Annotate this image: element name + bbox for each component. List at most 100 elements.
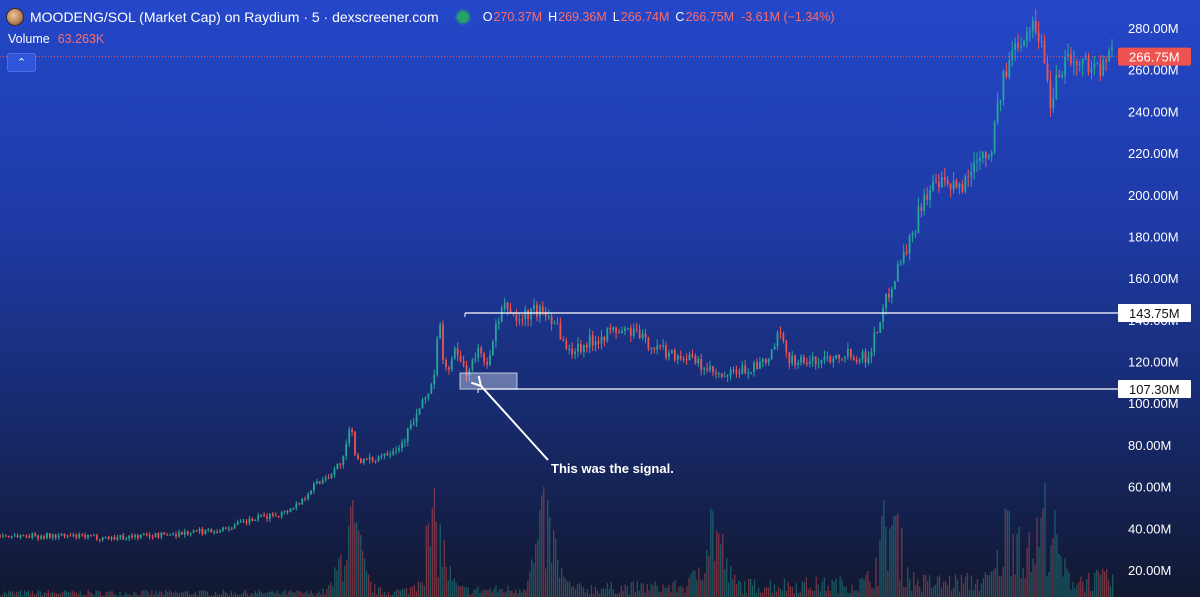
volume-bar (507, 585, 509, 597)
level-price-label: 107.30M (1129, 382, 1180, 397)
volume-bar (700, 579, 702, 597)
candle-body (603, 336, 606, 341)
candle-body (283, 510, 286, 512)
candle-body (500, 308, 503, 322)
volume-bar (8, 591, 10, 597)
volume-bar (91, 593, 93, 597)
candle-body (219, 530, 221, 533)
volume-bar (746, 593, 748, 597)
candle-body (10, 536, 13, 538)
collapse-legend-button[interactable]: ⌃ (7, 53, 36, 72)
volume-bar (853, 590, 855, 597)
volume-bar (1106, 568, 1108, 597)
volume-bar (431, 507, 433, 597)
candle-body (982, 152, 984, 158)
volume-bar (61, 592, 63, 597)
volume-bar (87, 589, 89, 597)
volume-bar (71, 590, 73, 597)
volume-bar (692, 570, 694, 597)
volume-bar (672, 582, 674, 597)
candle-body (386, 453, 389, 455)
candle-body (1081, 59, 1084, 65)
volume-bar (149, 594, 151, 597)
candle-body (885, 293, 887, 309)
volume-bar (1098, 572, 1100, 597)
volume-bar (77, 593, 79, 597)
volume-bar (763, 587, 766, 597)
volume-bar (954, 574, 957, 597)
candle-body (943, 177, 946, 181)
volume-bar (6, 593, 8, 597)
price-axis: 280.00M 260.00M 240.00M 220.00M 200.00M 180.0… (1118, 21, 1191, 578)
volume-bar (1050, 545, 1052, 597)
candle-body (198, 529, 201, 532)
volume-bar (829, 590, 831, 597)
candle-body (1108, 50, 1110, 62)
candle-body (404, 441, 406, 443)
candle-body (635, 328, 638, 330)
candle-body (257, 515, 260, 520)
candle-body (861, 351, 864, 360)
candle-body (597, 341, 600, 344)
volume-bar (59, 593, 61, 597)
volume-bar (539, 510, 541, 597)
volume-bar (656, 585, 658, 597)
candle-body (1008, 59, 1011, 78)
volume-bar (232, 594, 234, 597)
candle-body (1040, 40, 1043, 42)
candle-body (676, 355, 679, 360)
candle-body (541, 306, 544, 312)
volume-bar (572, 586, 575, 597)
volume-bar (254, 591, 256, 597)
volume-bar (455, 582, 457, 597)
volume-bar (1032, 558, 1034, 597)
volume-bar (67, 592, 69, 597)
candle-body (116, 537, 119, 540)
volume-bar (447, 580, 449, 597)
volume-bar (574, 589, 577, 597)
volume-bar (1004, 508, 1006, 597)
volume-bar (350, 506, 352, 597)
candle-body (761, 358, 764, 362)
volume-bar (610, 582, 612, 597)
token-logo (6, 8, 24, 26)
volume-bar (439, 523, 441, 597)
candle-body (474, 357, 477, 360)
candle-body (990, 152, 993, 157)
volume-bar (208, 595, 211, 597)
volume-bar (799, 592, 801, 597)
volume-bar (801, 581, 803, 597)
candle-body (867, 356, 870, 363)
volume-bar (503, 592, 505, 597)
volume-bar (346, 560, 348, 597)
candle-body (66, 535, 69, 537)
y-tick-label: 260.00M (1128, 63, 1179, 78)
volume-bar (437, 577, 439, 597)
candle-body (700, 358, 703, 370)
volume-bar (21, 595, 24, 597)
volume-bar (636, 581, 638, 597)
volume-bar (819, 591, 821, 597)
volume-bar (15, 591, 18, 597)
candle-body (882, 308, 884, 323)
candle-body (225, 527, 227, 529)
ohlc-readout: O270.37M H269.36M L266.74M C266.75M -3.6… (483, 10, 835, 24)
volume-bar (57, 593, 59, 597)
volume-bar (189, 594, 191, 597)
volume-bar (630, 582, 632, 597)
volume-bar (586, 589, 589, 597)
candle-body (148, 534, 151, 537)
y-tick-label: 240.00M (1128, 104, 1179, 119)
candle-body (911, 232, 914, 236)
volume-bar (590, 585, 593, 597)
volume-bar (429, 546, 431, 597)
candle-body (465, 365, 468, 376)
candle-body (131, 535, 133, 538)
candle-body (779, 332, 782, 334)
volume-bar (362, 550, 364, 597)
y-tick-label: 180.00M (1128, 230, 1179, 245)
candle-body (480, 347, 483, 354)
candle-body (104, 536, 107, 538)
candle-body (1087, 58, 1090, 73)
